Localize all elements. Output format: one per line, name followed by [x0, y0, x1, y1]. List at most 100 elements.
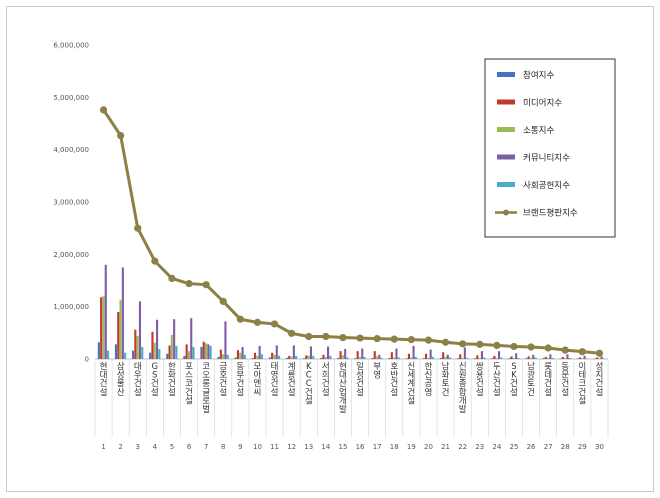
bar-소통지수-3 [136, 335, 139, 359]
bar-소통지수-30 [598, 358, 601, 359]
legend-label: 커뮤니티지수 [523, 153, 570, 164]
bar-미디어지수-25 [510, 356, 513, 359]
bar-커뮤니티지수-11 [275, 345, 278, 359]
bar-소통지수-12 [290, 356, 293, 359]
point-브랜드평판지수-8 [219, 297, 227, 306]
bar-참여지수-2 [114, 344, 117, 359]
bar-미디어지수-24 [493, 355, 496, 359]
bar-사회공헌지수-13 [312, 355, 315, 359]
x-rank-label: 27 [544, 443, 553, 451]
bar-커뮤니티지수-29 [583, 355, 586, 359]
bar-미디어지수-27 [544, 356, 547, 359]
bar-커뮤니티지수-13 [309, 346, 312, 359]
bar-소통지수-2 [119, 299, 122, 359]
x-rank-label: 11 [270, 443, 279, 451]
x-rank-label: 1 [101, 443, 105, 451]
point-브랜드평판지수-20 [424, 336, 433, 344]
bar-소통지수-4 [153, 342, 156, 359]
point-브랜드평판지수-5 [168, 274, 176, 283]
bar-미디어지수-3 [134, 329, 137, 359]
bar-사회공헌지수-28 [568, 357, 571, 359]
bar-미디어지수-21 [442, 352, 445, 359]
x-rank-label: 7 [204, 443, 208, 451]
bar-사회공헌지수-9 [243, 354, 246, 359]
bar-커뮤니티지수-3 [138, 301, 141, 359]
point-브랜드평판지수-3 [134, 224, 142, 232]
bar-사회공헌지수-16 [363, 356, 366, 359]
bar-참여지수-20 [422, 358, 425, 359]
y-tick-label: 2,000,000 [53, 251, 89, 259]
legend-marker [503, 209, 509, 216]
x-rank-label: 19 [407, 443, 416, 451]
bar-참여지수-6 [183, 355, 186, 359]
x-rank-label: 12 [287, 443, 296, 451]
bar-미디어지수-28 [561, 356, 564, 359]
bar-소통지수-27 [547, 357, 550, 359]
bar-참여지수-29 [576, 358, 579, 359]
x-rank-label: 20 [424, 443, 433, 451]
bar-커뮤니티지수-21 [446, 354, 449, 359]
point-브랜드평판지수-7 [202, 281, 210, 289]
point-브랜드평판지수-11 [270, 320, 279, 328]
bar-소통지수-16 [358, 356, 361, 359]
bar-참여지수-24 [491, 358, 494, 359]
point-브랜드평판지수-30 [595, 349, 604, 357]
bar-미디어지수-10 [254, 352, 257, 359]
bar-미디어지수-12 [288, 355, 291, 359]
bar-사회공헌지수-29 [585, 358, 588, 359]
bar-참여지수-25 [508, 358, 511, 359]
bar-소통지수-26 [529, 357, 532, 359]
point-브랜드평판지수-6 [185, 280, 193, 288]
bar-커뮤니티지수-30 [600, 356, 603, 359]
point-브랜드평판지수-24 [493, 341, 501, 349]
bar-미디어지수-29 [578, 357, 581, 359]
point-브랜드평판지수-28 [561, 346, 569, 354]
x-rank-label: 23 [475, 443, 484, 451]
bar-사회공헌지수-30 [602, 358, 605, 359]
bar-사회공헌지수-8 [226, 354, 229, 359]
bar-참여지수-10 [251, 357, 254, 359]
bar-소통지수-22 [461, 357, 464, 359]
bar-소통지수-23 [478, 357, 481, 359]
bar-참여지수-22 [456, 358, 459, 359]
point-브랜드평판지수-15 [339, 333, 347, 342]
bar-사회공헌지수-11 [278, 355, 281, 359]
bar-참여지수-21 [439, 357, 442, 359]
y-tick-label: 3,000,000 [53, 199, 89, 207]
bar-소통지수-11 [273, 354, 276, 359]
bar-커뮤니티지수-27 [549, 354, 552, 359]
point-브랜드평판지수-13 [305, 332, 313, 341]
bar-참여지수-17 [371, 357, 374, 359]
bar-참여지수-18 [388, 357, 391, 359]
y-tick-label: 1,000,000 [53, 303, 89, 311]
bar-미디어지수-30 [596, 357, 599, 359]
x-rank-label: 2 [118, 443, 122, 451]
bar-사회공헌지수-7 [209, 345, 212, 359]
bar-미디어지수-17 [373, 351, 376, 359]
bar-소통지수-28 [564, 358, 567, 359]
bar-커뮤니티지수-15 [344, 349, 347, 359]
bar-커뮤니티지수-4 [156, 319, 159, 359]
bar-커뮤니티지수-16 [361, 348, 364, 359]
bar-미디어지수-20 [425, 353, 428, 359]
bar-참여지수-28 [559, 358, 562, 359]
legend-label: 미디어지수 [523, 98, 562, 109]
bar-소통지수-15 [341, 355, 344, 359]
bar-미디어지수-8 [219, 349, 222, 359]
bar-커뮤니티지수-19 [412, 345, 415, 359]
y-tick-label: 6,000,000 [53, 42, 89, 50]
bar-사회공헌지수-5 [175, 345, 178, 359]
x-rank-label: 14 [321, 443, 330, 451]
bar-커뮤니티지수-22 [463, 347, 466, 359]
